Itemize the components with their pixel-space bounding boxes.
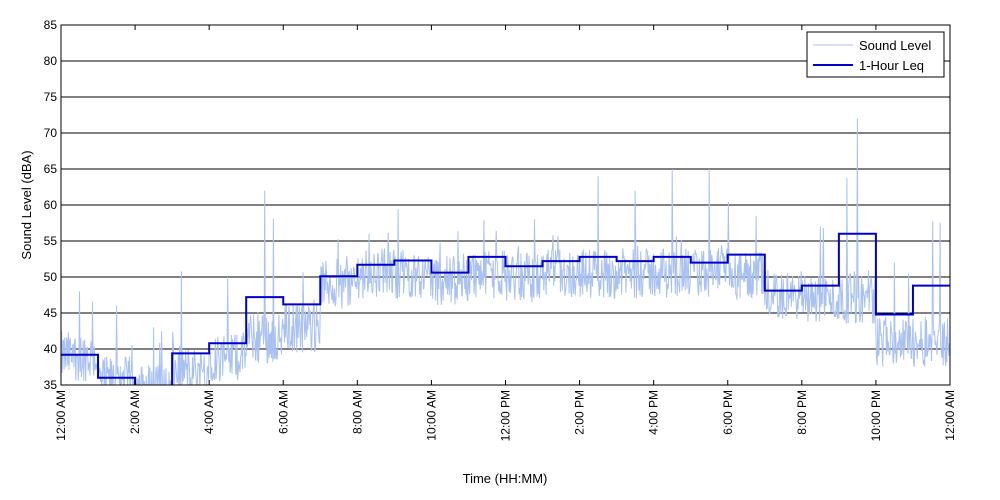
legend-entry-sound-level: Sound Level [859,38,931,53]
x-tick-label: 12:00 AM [54,390,68,441]
x-tick-label: 12:00 PM [499,390,513,441]
x-tick-label: 8:00 AM [350,390,364,434]
x-tick-label: 6:00 PM [721,390,735,435]
y-tick-label: 70 [44,126,58,140]
y-tick-label: 50 [44,270,58,284]
x-tick-label: 2:00 AM [128,390,142,434]
y-tick-label: 55 [44,234,58,248]
x-tick-label: 10:00 PM [869,390,883,441]
x-tick-label: 8:00 PM [795,390,809,435]
x-axis-title: Time (HH:MM) [463,471,548,486]
y-axis: 35 40 45 50 55 60 65 70 75 80 85 [44,18,58,392]
x-tick-label: 6:00 AM [276,390,290,434]
y-tick-label: 45 [44,306,58,320]
legend: Sound Level 1-Hour Leq [806,31,945,78]
legend-box [806,31,945,78]
y-tick-label: 75 [44,90,58,104]
y-tick-label: 40 [44,342,58,356]
y-tick-label: 60 [44,198,58,212]
x-tick-label: 4:00 PM [647,390,661,435]
x-tick-label: 10:00 AM [424,390,438,441]
legend-entry-leq: 1-Hour Leq [859,58,924,73]
y-tick-label: 35 [44,378,58,392]
y-axis-title: Sound Level (dBA) [19,150,34,259]
y-tick-label: 65 [44,162,58,176]
y-tick-label: 80 [44,54,58,68]
leq-series-line [61,232,950,385]
x-tick-label: 12:00 AM [943,390,957,441]
y-tick-label: 85 [44,18,58,32]
x-axis: 12:00 AM 2:00 AM 4:00 AM 6:00 AM 8:00 AM 10:0… [54,25,957,441]
x-tick-label: 2:00 PM [573,390,587,435]
sound-level-series-line [61,118,950,385]
grid-lines [61,60,950,350]
x-tick-label: 4:00 AM [202,390,216,434]
